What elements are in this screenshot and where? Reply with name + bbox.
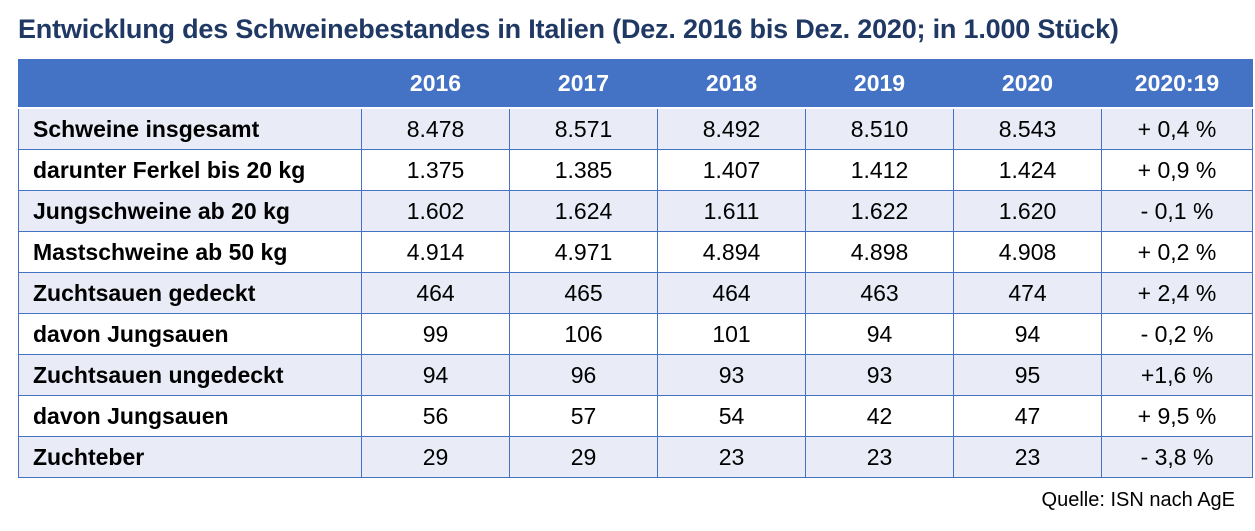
cell-value: 93 bbox=[657, 354, 806, 396]
cell-value: 23 bbox=[657, 436, 806, 478]
cell-value: 1.375 bbox=[361, 149, 510, 191]
cell-value: 1.424 bbox=[953, 149, 1102, 191]
cell-change: - 0,2 % bbox=[1101, 313, 1253, 355]
cell-value: 1.412 bbox=[805, 149, 954, 191]
cell-change: + 0,2 % bbox=[1101, 231, 1253, 273]
header-cell-2018: 2018 bbox=[657, 59, 806, 109]
cell-value: 23 bbox=[805, 436, 954, 478]
row-label: davon Jungsauen bbox=[18, 313, 362, 355]
header-cell-label bbox=[18, 59, 362, 109]
cell-change: +1,6 % bbox=[1101, 354, 1253, 396]
cell-value: 463 bbox=[805, 272, 954, 314]
cell-value: 8.571 bbox=[509, 107, 658, 150]
cell-value: 47 bbox=[953, 395, 1102, 437]
cell-value: 4.894 bbox=[657, 231, 806, 273]
cell-value: 29 bbox=[361, 436, 510, 478]
cell-value: 8.543 bbox=[953, 107, 1102, 150]
row-label: darunter Ferkel bis 20 kg bbox=[18, 149, 362, 191]
header-cell-2020: 2020 bbox=[953, 59, 1102, 109]
table-row: Zuchtsauen ungedeckt 94 96 93 93 95 +1,6… bbox=[18, 354, 1253, 396]
table-header-row: 2016 2017 2018 2019 2020 2020:19 bbox=[18, 59, 1253, 109]
cell-value: 94 bbox=[805, 313, 954, 355]
row-label: Zuchteber bbox=[18, 436, 362, 478]
cell-value: 1.624 bbox=[509, 190, 658, 232]
table-row: Zuchteber 29 29 23 23 23 - 3,8 % bbox=[18, 436, 1253, 478]
source-note: Quelle: ISN nach AgE bbox=[1041, 489, 1235, 511]
cell-value: 42 bbox=[805, 395, 954, 437]
table-row: davon Jungsauen 56 57 54 42 47 + 9,5 % bbox=[18, 395, 1253, 437]
cell-value: 23 bbox=[953, 436, 1102, 478]
cell-value: 101 bbox=[657, 313, 806, 355]
cell-value: 1.602 bbox=[361, 190, 510, 232]
header-cell-change: 2020:19 bbox=[1101, 59, 1253, 109]
cell-value: 1.622 bbox=[805, 190, 954, 232]
cell-value: 474 bbox=[953, 272, 1102, 314]
cell-value: 8.478 bbox=[361, 107, 510, 150]
cell-value: 1.407 bbox=[657, 149, 806, 191]
cell-value: 99 bbox=[361, 313, 510, 355]
row-label: Schweine insgesamt bbox=[18, 107, 362, 150]
header-cell-2019: 2019 bbox=[805, 59, 954, 109]
cell-value: 94 bbox=[361, 354, 510, 396]
header-cell-2017: 2017 bbox=[509, 59, 658, 109]
cell-value: 1.385 bbox=[509, 149, 658, 191]
cell-change: + 0,4 % bbox=[1101, 107, 1253, 150]
table-row: darunter Ferkel bis 20 kg 1.375 1.385 1.… bbox=[18, 149, 1253, 191]
table-row: Jungschweine ab 20 kg 1.602 1.624 1.611 … bbox=[18, 190, 1253, 232]
cell-change: - 0,1 % bbox=[1101, 190, 1253, 232]
cell-change: + 9,5 % bbox=[1101, 395, 1253, 437]
table-title: Entwicklung des Schweinebestandes in Ita… bbox=[18, 14, 1119, 44]
cell-value: 54 bbox=[657, 395, 806, 437]
row-label: Zuchtsauen gedeckt bbox=[18, 272, 362, 314]
row-label: Jungschweine ab 20 kg bbox=[18, 190, 362, 232]
cell-value: 93 bbox=[805, 354, 954, 396]
cell-value: 96 bbox=[509, 354, 658, 396]
table-row: davon Jungsauen 99 106 101 94 94 - 0,2 % bbox=[18, 313, 1253, 355]
row-label: Mastschweine ab 50 kg bbox=[18, 231, 362, 273]
cell-value: 29 bbox=[509, 436, 658, 478]
table-row: Mastschweine ab 50 kg 4.914 4.971 4.894 … bbox=[18, 231, 1253, 273]
cell-value: 106 bbox=[509, 313, 658, 355]
row-label: davon Jungsauen bbox=[18, 395, 362, 437]
cell-value: 4.898 bbox=[805, 231, 954, 273]
cell-value: 95 bbox=[953, 354, 1102, 396]
header-cell-2016: 2016 bbox=[361, 59, 510, 109]
cell-value: 8.492 bbox=[657, 107, 806, 150]
cell-value: 465 bbox=[509, 272, 658, 314]
cell-value: 4.908 bbox=[953, 231, 1102, 273]
row-label: Zuchtsauen ungedeckt bbox=[18, 354, 362, 396]
cell-value: 8.510 bbox=[805, 107, 954, 150]
cell-value: 57 bbox=[509, 395, 658, 437]
cell-value: 56 bbox=[361, 395, 510, 437]
cell-value: 4.971 bbox=[509, 231, 658, 273]
cell-value: 94 bbox=[953, 313, 1102, 355]
pig-stock-table: 2016 2017 2018 2019 2020 2020:19 Schwein… bbox=[18, 59, 1253, 478]
cell-change: + 0,9 % bbox=[1101, 149, 1253, 191]
cell-value: 464 bbox=[657, 272, 806, 314]
cell-change: + 2,4 % bbox=[1101, 272, 1253, 314]
cell-value: 1.620 bbox=[953, 190, 1102, 232]
cell-change: - 3,8 % bbox=[1101, 436, 1253, 478]
cell-value: 4.914 bbox=[361, 231, 510, 273]
table-row: Zuchtsauen gedeckt 464 465 464 463 474 +… bbox=[18, 272, 1253, 314]
cell-value: 1.611 bbox=[657, 190, 806, 232]
cell-value: 464 bbox=[361, 272, 510, 314]
table-row: Schweine insgesamt 8.478 8.571 8.492 8.5… bbox=[18, 107, 1253, 150]
